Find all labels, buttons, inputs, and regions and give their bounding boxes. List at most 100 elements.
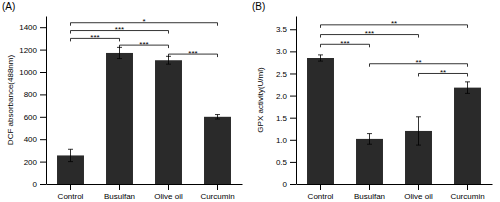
tick: Curcumin [450,184,484,201]
plot: Control Busulfan Olive oil Curcumin 0 200 400 6… [19,17,242,201]
error-bar [367,134,372,145]
tick-mark [290,96,296,97]
tick: 400 [24,135,46,144]
tick-mark [40,162,46,163]
annotations: ************* [71,17,218,57]
significance-label: *** [340,39,349,48]
tick: Control [308,184,334,201]
bar [106,53,133,184]
y-axis: 0 0.5 1.0 1.5 2.0 2.5 3.0 3.5 [276,17,297,190]
panel-title: (B) [252,1,265,12]
tick-mark [40,117,46,118]
significance-label: *** [365,29,374,38]
tick: Olive oil [154,184,183,201]
significance-label: * [142,17,145,26]
tick-label: 200 [24,158,38,167]
y-axis-title: GPX activity(U/ml) [256,67,265,133]
tick: 1000 [19,68,46,77]
tick: 2.5 [276,70,296,79]
tick-mark [290,29,296,30]
panel-title: (A) [2,1,15,12]
tick-label: Olive oil [404,192,433,201]
tick-label: 800 [24,90,38,99]
error-bar [465,82,470,93]
tick-label: 3.0 [276,47,288,56]
tick: 3.5 [276,25,296,34]
tick-label: Busulfan [104,192,135,201]
tick-mark [119,184,120,190]
tick-mark [290,140,296,141]
tick-label: 1.5 [276,114,288,123]
tick: Olive oil [404,184,433,201]
tick-label: Curcumin [200,192,234,201]
marks [57,47,231,184]
significance-label: *** [139,40,148,49]
tick-mark [418,184,419,190]
bar [454,88,481,184]
tick: 1.0 [276,136,296,145]
tick-label: Control [308,192,334,201]
axis-line [47,184,243,185]
significance-label: *** [90,33,99,42]
tick: 800 [24,90,46,99]
tick: 0 [283,180,296,189]
tick: 200 [24,158,46,167]
tick-label: 0 [283,180,288,189]
x-axis: Control Busulfan Olive oil Curcumin [297,184,493,201]
tick-label: 1000 [19,68,37,77]
tick-label: Olive oil [154,192,183,201]
tick: 1200 [19,46,46,55]
tick-mark [40,27,46,28]
tick-mark [290,73,296,74]
tick-label: 0.5 [276,158,288,167]
bar [204,117,231,184]
panel: Control Busulfan Olive oil Curcumin 0 0.5 1.0 1… [252,1,493,201]
tick-label: 1.0 [276,136,288,145]
tick: 0 [33,180,46,189]
tick: Curcumin [200,184,234,201]
tick-label: Curcumin [450,192,484,201]
tick-mark [168,184,169,190]
chart: Control Busulfan Olive oil Curcumin 0 200 400 6… [0,0,500,202]
bar [155,60,182,184]
error-bar [318,55,323,61]
tick-mark [467,184,468,190]
tick: Busulfan [354,184,385,201]
error-bar [68,149,73,161]
axis-line [297,184,493,185]
tick: 0.5 [276,158,296,167]
marks [307,55,481,184]
tick-mark [290,118,296,119]
tick-label: Control [58,192,84,201]
panel: Control Busulfan Olive oil Curcumin 0 200 400 6… [2,1,243,201]
tick-label: 600 [24,113,38,122]
tick-mark [217,184,218,190]
tick: Busulfan [104,184,135,201]
error-bar [416,117,421,145]
tick-label: 2.5 [276,70,288,79]
bar [307,58,334,184]
tick-mark [40,94,46,95]
tick-mark [290,184,296,185]
tick: Control [58,184,84,201]
x-axis: Control Busulfan Olive oil Curcumin [47,184,243,201]
tick: 1400 [19,23,46,32]
tick-mark [40,139,46,140]
tick: 2.0 [276,92,296,101]
bar [356,139,383,184]
significance-label: *** [115,25,124,34]
annotations: ************ [321,19,468,77]
tick-mark [290,51,296,52]
axis-line [46,17,47,185]
error-bar [166,56,171,64]
y-axis-title: DCF absorbance(488nm) [6,55,15,146]
significance-label: ** [391,19,397,28]
tick-label: 1400 [19,23,37,32]
tick: 600 [24,113,46,122]
tick-mark [40,50,46,51]
significance-label: *** [188,49,197,58]
tick-mark [40,184,46,185]
tick-label: 2.0 [276,92,288,101]
significance-label: ** [440,68,446,77]
error-bar [215,115,220,119]
